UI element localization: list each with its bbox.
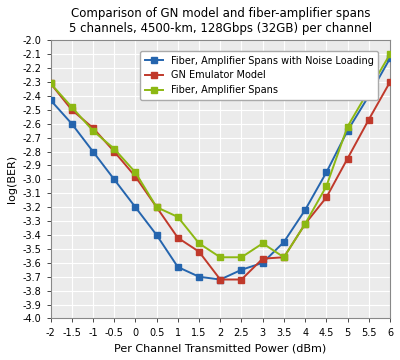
Fiber, Amplifier Spans (239, 255, 244, 260)
Fiber, Amplifier Spans (176, 215, 180, 219)
Fiber, Amplifier Spans (303, 222, 308, 226)
Fiber, Amplifier Spans with Noise Loading (239, 267, 244, 272)
X-axis label: Per Channel Transmitted Power (dBm): Per Channel Transmitted Power (dBm) (114, 343, 326, 353)
Fiber, Amplifier Spans (324, 184, 329, 189)
Line: GN Emulator Model: GN Emulator Model (48, 79, 393, 282)
Fiber, Amplifier Spans (154, 205, 159, 210)
Fiber, Amplifier Spans (90, 129, 95, 133)
GN Emulator Model (366, 117, 371, 122)
GN Emulator Model (239, 277, 244, 282)
Fiber, Amplifier Spans with Noise Loading (260, 261, 265, 265)
Line: Fiber, Amplifier Spans with Noise Loading: Fiber, Amplifier Spans with Noise Loadin… (48, 55, 393, 282)
Fiber, Amplifier Spans (366, 88, 371, 93)
Fiber, Amplifier Spans with Noise Loading (282, 240, 286, 244)
Fiber, Amplifier Spans with Noise Loading (197, 275, 202, 279)
Fiber, Amplifier Spans with Noise Loading (176, 265, 180, 269)
GN Emulator Model (218, 277, 223, 282)
Fiber, Amplifier Spans with Noise Loading (90, 149, 95, 154)
Fiber, Amplifier Spans with Noise Loading (345, 129, 350, 133)
Fiber, Amplifier Spans with Noise Loading (112, 177, 116, 181)
Fiber, Amplifier Spans with Noise Loading (154, 233, 159, 237)
GN Emulator Model (90, 126, 95, 130)
GN Emulator Model (69, 108, 74, 112)
GN Emulator Model (303, 222, 308, 226)
GN Emulator Model (154, 205, 159, 210)
Fiber, Amplifier Spans (345, 124, 350, 129)
Fiber, Amplifier Spans (197, 241, 202, 246)
GN Emulator Model (197, 249, 202, 254)
Fiber, Amplifier Spans (260, 241, 265, 246)
GN Emulator Model (388, 80, 392, 84)
Y-axis label: log(BER): log(BER) (7, 155, 17, 203)
Fiber, Amplifier Spans with Noise Loading (69, 122, 74, 126)
Title: Comparison of GN model and fiber-amplifier spans
5 channels, 4500-km, 128Gbps (3: Comparison of GN model and fiber-amplifi… (69, 7, 372, 35)
Fiber, Amplifier Spans (69, 105, 74, 109)
Fiber, Amplifier Spans with Noise Loading (324, 170, 329, 175)
Legend: Fiber, Amplifier Spans with Noise Loading, GN Emulator Model, Fiber, Amplifier S: Fiber, Amplifier Spans with Noise Loadin… (140, 51, 378, 100)
GN Emulator Model (48, 81, 53, 86)
GN Emulator Model (112, 149, 116, 154)
Fiber, Amplifier Spans (112, 147, 116, 151)
Line: Fiber, Amplifier Spans: Fiber, Amplifier Spans (48, 51, 393, 260)
Fiber, Amplifier Spans with Noise Loading (388, 56, 392, 60)
Fiber, Amplifier Spans with Noise Loading (218, 277, 223, 282)
GN Emulator Model (133, 175, 138, 179)
GN Emulator Model (345, 156, 350, 161)
Fiber, Amplifier Spans (388, 52, 392, 57)
Fiber, Amplifier Spans (48, 81, 53, 86)
Fiber, Amplifier Spans with Noise Loading (303, 208, 308, 212)
Fiber, Amplifier Spans with Noise Loading (133, 205, 138, 210)
Fiber, Amplifier Spans (282, 255, 286, 260)
GN Emulator Model (282, 255, 286, 260)
GN Emulator Model (176, 236, 180, 240)
GN Emulator Model (324, 195, 329, 199)
Fiber, Amplifier Spans (133, 170, 138, 175)
Fiber, Amplifier Spans with Noise Loading (366, 94, 371, 98)
Fiber, Amplifier Spans (218, 255, 223, 260)
Fiber, Amplifier Spans with Noise Loading (48, 98, 53, 102)
GN Emulator Model (260, 257, 265, 261)
